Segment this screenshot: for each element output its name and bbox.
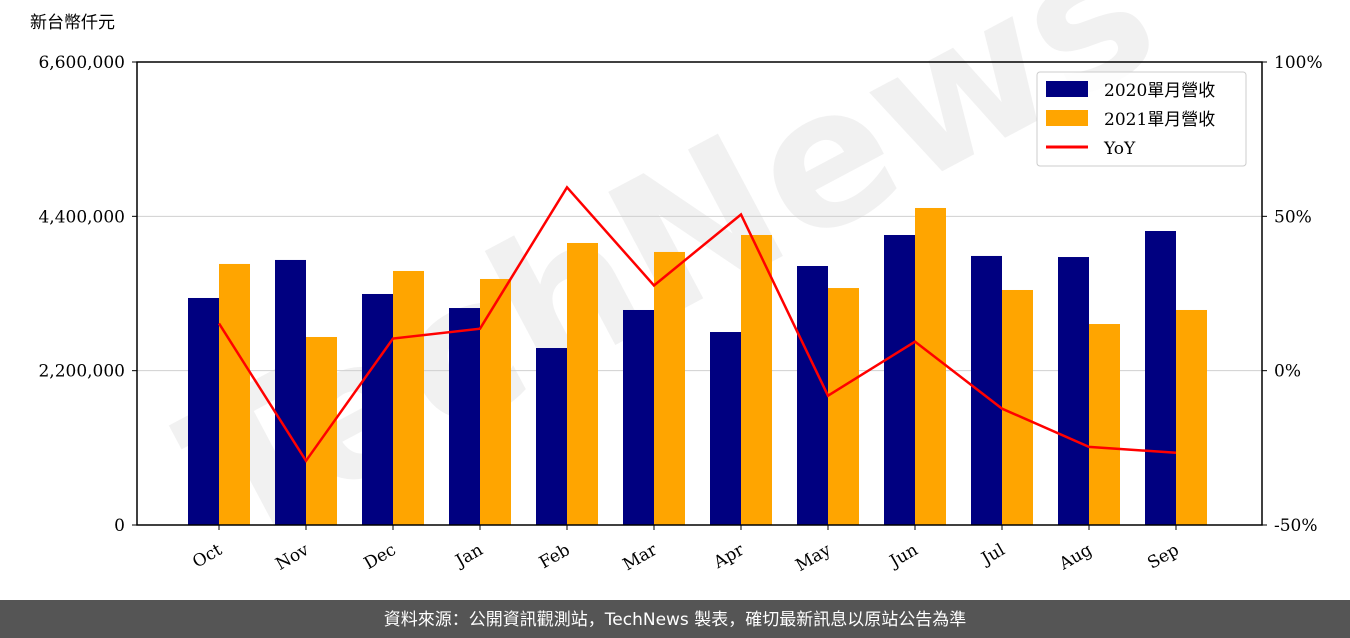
y-tick-label: 4,400,000 <box>38 207 125 227</box>
bar <box>1176 309 1207 525</box>
bar <box>1089 324 1120 525</box>
bar <box>480 278 511 525</box>
bar <box>1058 257 1089 525</box>
legend-swatch <box>1046 110 1088 126</box>
bar <box>654 251 685 525</box>
bar <box>710 332 741 525</box>
bar <box>797 266 828 525</box>
y2-tick-label: 100% <box>1274 53 1323 73</box>
bar <box>449 308 480 525</box>
y-tick-label: 6,600,000 <box>38 53 125 73</box>
bar <box>306 336 337 525</box>
x-tick-label: Mar <box>620 540 662 576</box>
bar <box>623 309 654 525</box>
bar <box>188 297 219 525</box>
x-tick-label: Jul <box>977 540 1009 570</box>
y2-tick-label: 0% <box>1274 362 1301 382</box>
y2-tick-label: -50% <box>1274 516 1318 536</box>
yoy-line <box>217 185 1177 464</box>
x-tick-label: Aug <box>1055 540 1096 575</box>
x-tick-label: Jan <box>451 540 487 572</box>
footer: 資料來源：公開資訊觀測站，TechNews 製表，確切最新訊息以原站公告為準 <box>384 610 966 630</box>
bar <box>393 270 424 525</box>
bar <box>536 348 567 525</box>
x-tick-label: Sep <box>1144 540 1182 574</box>
legend-swatch <box>1046 81 1088 97</box>
bar <box>219 263 250 525</box>
bar <box>884 234 915 525</box>
x-tick-label: Jun <box>885 540 922 573</box>
bar <box>1002 289 1033 525</box>
x-tick-label: May <box>792 540 835 576</box>
bar <box>741 234 772 525</box>
x-tick-label: Feb <box>536 540 574 573</box>
x-tick-label: Apr <box>710 540 749 574</box>
legend-label: 2021單月營收 <box>1104 110 1215 130</box>
bar <box>275 259 306 525</box>
bar <box>828 288 859 525</box>
bar <box>915 207 946 526</box>
y2-tick-label: 50% <box>1274 207 1312 227</box>
bar <box>971 255 1002 525</box>
y-axis-label: 新台幣仟元 <box>30 13 115 33</box>
bar <box>362 293 393 525</box>
legend-box <box>1036 71 1247 167</box>
bar <box>567 242 598 525</box>
bar <box>1145 230 1176 525</box>
plot-frame <box>136 61 1263 526</box>
x-tick-label: Oct <box>189 540 225 573</box>
x-tick-label: Dec <box>361 540 400 574</box>
y-tick-label: 0 <box>114 516 125 536</box>
footer-bar <box>0 600 1350 638</box>
legend-label: YoY <box>1103 139 1136 159</box>
legend-label: 2020單月營收 <box>1104 81 1215 101</box>
y-tick-label: 2,200,000 <box>38 362 125 382</box>
